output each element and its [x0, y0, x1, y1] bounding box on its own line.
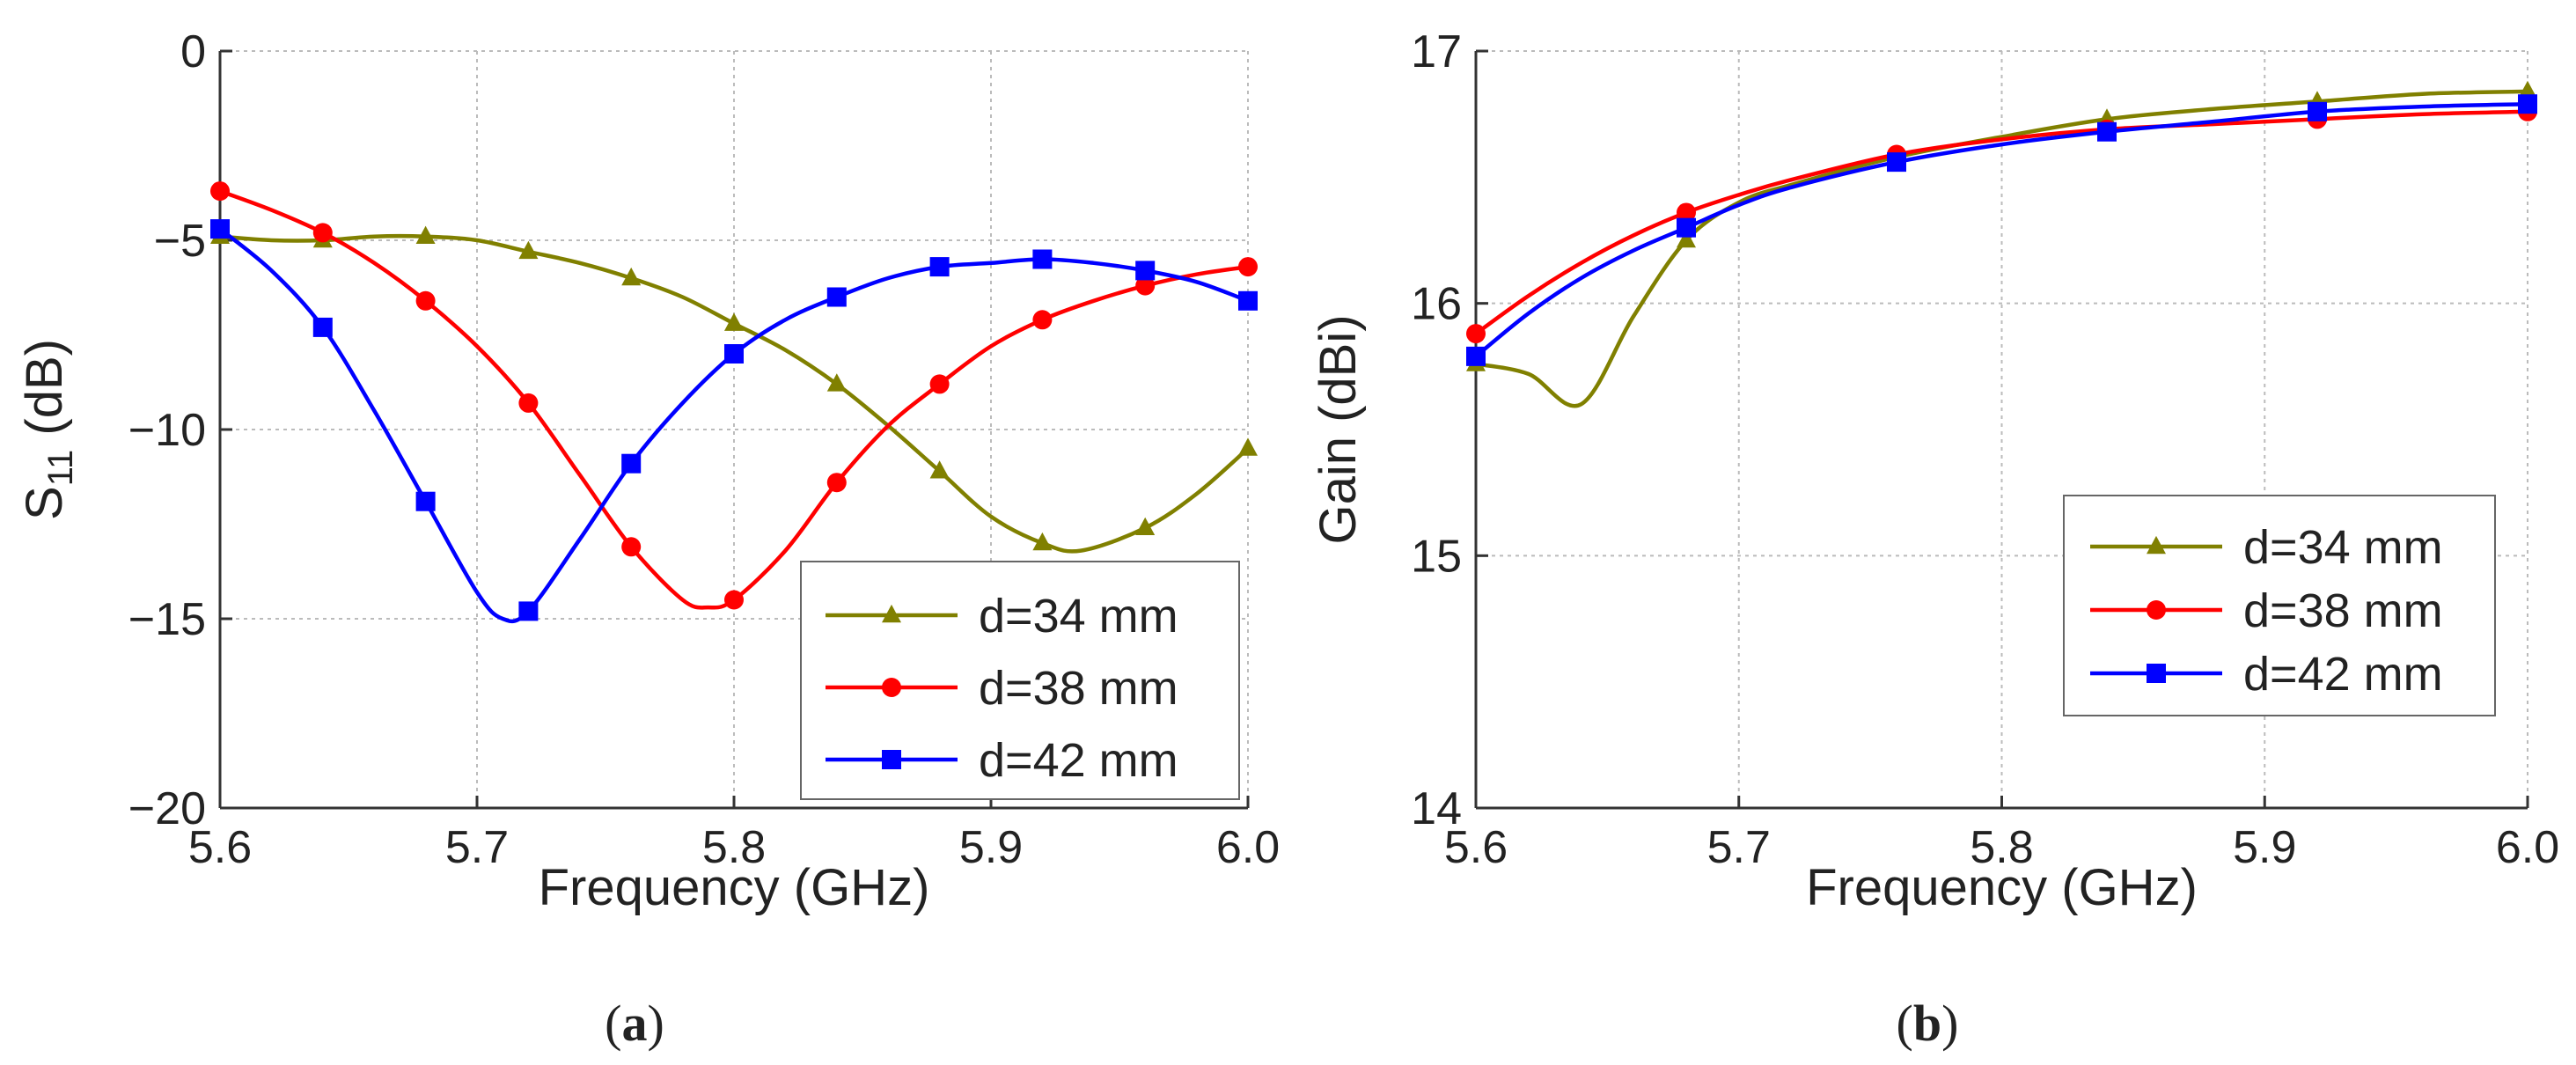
panel-a-y-tick-label: −10 [128, 405, 206, 456]
panel-a-point-d-38-mm [415, 290, 436, 311]
panel-b-legend-marker-d-42-mm [2147, 664, 2166, 683]
caption-b-letter: b [1913, 995, 1941, 1052]
panel-a-point-d-38-mm [1135, 275, 1156, 296]
panel-a-x-tick-label: 6.0 [1216, 822, 1280, 873]
panel-a-point-d-42-mm [1032, 249, 1053, 269]
panel-a-point-d-42-mm [621, 453, 642, 474]
panel-b-legend-marker-d-34-mm [2147, 535, 2166, 555]
panel-a-point-d-38-mm [1238, 257, 1258, 277]
panel-a-point-d-38-mm [724, 590, 744, 610]
panel-b-y-tick-label: 15 [1411, 531, 1462, 582]
panel-b-point-d-34-mm [2518, 80, 2537, 99]
caption-a-close: ) [648, 995, 664, 1052]
panel-a-point-d-34-mm [1135, 517, 1156, 536]
panel-a-point-d-38-mm [1032, 310, 1053, 330]
panel-b-legend-label-d-38-mm: d=38 mm [2243, 584, 2443, 637]
panel-a-y-tick-label: 0 [180, 26, 206, 77]
panel-a-y-tick-label: −5 [154, 216, 206, 267]
panel-a-point-d-42-mm [1135, 261, 1156, 281]
panel-b-point-d-42-mm [1887, 152, 1906, 173]
caption-a-letter: a [622, 995, 648, 1052]
panel-b-legend-marker-d-38-mm [2147, 600, 2166, 620]
panel-a-point-d-38-mm [518, 393, 539, 413]
panel-a-point-d-42-mm [929, 257, 950, 277]
panel-a-series-line-d-34-mm [219, 233, 1250, 554]
panel-a-point-d-38-mm [312, 223, 333, 243]
caption-b: (b) [1897, 995, 1959, 1052]
panel-a-point-d-38-mm [621, 537, 642, 557]
panel-a-point-d-42-mm [312, 317, 333, 337]
caption-a-open: ( [605, 995, 621, 1052]
panel-b-y-tick-label: 16 [1411, 279, 1462, 330]
panel-a-point-d-34-mm [826, 373, 847, 392]
panel-a-x-tick-label: 5.6 [188, 822, 252, 873]
panel-a-y-label-unit: (dB) [16, 339, 73, 450]
panel-b-legend-label-d-42-mm: d=42 mm [2243, 648, 2443, 701]
panel-a-legend-label-d-34-mm: d=34 mm [979, 590, 1178, 643]
panel-a-point-d-42-mm [724, 344, 744, 364]
panel-a-legend-marker-d-42-mm [882, 750, 901, 769]
panel-a-point-d-34-mm [1238, 437, 1258, 456]
panel-a-ticks: 5.6 5.7 5.8 5.9 6.0 0 −5 −10 −15 −20 [128, 26, 1280, 873]
panel-a-point-d-34-mm [724, 312, 744, 331]
panel-b-y-tick-label: 17 [1411, 26, 1462, 77]
panel-a-point-d-34-mm [518, 240, 539, 260]
panel-a-legend-marker-d-34-mm [882, 604, 901, 623]
panel-a-point-d-42-mm [1238, 290, 1258, 311]
panel-b-ticks: 5.6 5.7 5.8 5.9 6.0 14 15 16 17 [1411, 26, 2559, 873]
panel-b-point-d-42-mm [1677, 217, 1696, 238]
panel-a-point-d-42-mm [210, 219, 230, 239]
panel-b-point-d-38-mm [1677, 202, 1696, 223]
panel-b-legend-box [2063, 495, 2496, 716]
panel-a-y-label-subscript: 11 [41, 450, 80, 487]
panel-a-point-d-42-mm [826, 287, 847, 307]
panel-b-x-tick-label: 5.7 [1707, 822, 1771, 873]
panel-b-grid [1476, 50, 2528, 808]
panel-a-legend-label-d-38-mm: d=38 mm [979, 662, 1178, 715]
caption-b-close: ) [1941, 995, 1958, 1052]
panel-a-point-d-34-mm [621, 267, 642, 286]
panel-b-point-d-42-mm [2308, 101, 2327, 121]
panel-b-x-tick-label: 5.6 [1444, 822, 1508, 873]
panel-a-point-d-42-mm [415, 491, 436, 511]
panel-a-point-d-34-mm [1032, 532, 1053, 551]
panel-b-x-tick-label: 5.9 [2233, 822, 2296, 873]
panel-b-legend-label-d-34-mm: d=34 mm [2243, 521, 2443, 574]
panel-b-series [1466, 80, 2537, 408]
panel-b-point-d-34-mm [1677, 229, 1696, 248]
panel-a-y-tick-label: −20 [128, 783, 206, 834]
panel-a-s11-chart: 5.6 5.7 5.8 5.9 6.0 0 −5 −10 −15 −20 Frequency (G… [16, 26, 1280, 916]
panel-a-point-d-38-mm [929, 374, 950, 394]
panel-b-x-axis-label: Frequency (GHz) [1806, 859, 2198, 916]
panel-b-legend: d=34 mm d=38 mm d=42 mm [2063, 495, 2496, 716]
panel-a-x-tick-label: 5.7 [445, 822, 509, 873]
caption-b-open: ( [1897, 995, 1913, 1052]
panel-a-y-axis-label: S11 (dB) [16, 339, 80, 520]
panel-a-x-tick-label: 5.8 [702, 822, 766, 873]
panel-b-point-d-38-mm [1466, 324, 1486, 344]
panel-a-point-d-34-mm [415, 225, 436, 244]
panel-a-y-label-main: S [16, 486, 73, 520]
panel-a-series [210, 181, 1258, 624]
panel-b-point-d-42-mm [2518, 94, 2537, 114]
panel-a-legend: d=34 mm d=38 mm d=42 mm [800, 561, 1240, 800]
panel-b-x-tick-label: 6.0 [2496, 822, 2559, 873]
panel-a-point-d-34-mm [929, 460, 950, 479]
panel-a-y-tick-label: −15 [128, 594, 206, 645]
panel-a-point-d-38-mm [210, 181, 230, 202]
panel-a-legend-marker-d-38-mm [882, 678, 901, 697]
caption-a: (a) [605, 995, 664, 1052]
panel-b-point-d-42-mm [1466, 346, 1486, 366]
panel-a-x-axis-label: Frequency (GHz) [539, 859, 930, 916]
panel-a-legend-label-d-42-mm: d=42 mm [979, 734, 1178, 787]
panel-b-y-tick-label: 14 [1411, 783, 1462, 834]
panel-b-x-tick-label: 5.8 [1970, 822, 2033, 873]
panel-b-point-d-42-mm [2097, 121, 2117, 142]
panel-a-point-d-42-mm [518, 601, 539, 621]
panel-a-x-tick-label: 5.9 [959, 822, 1023, 873]
panel-a-point-d-38-mm [826, 473, 847, 493]
panel-b-y-axis-label: Gain (dBi) [1310, 314, 1367, 544]
